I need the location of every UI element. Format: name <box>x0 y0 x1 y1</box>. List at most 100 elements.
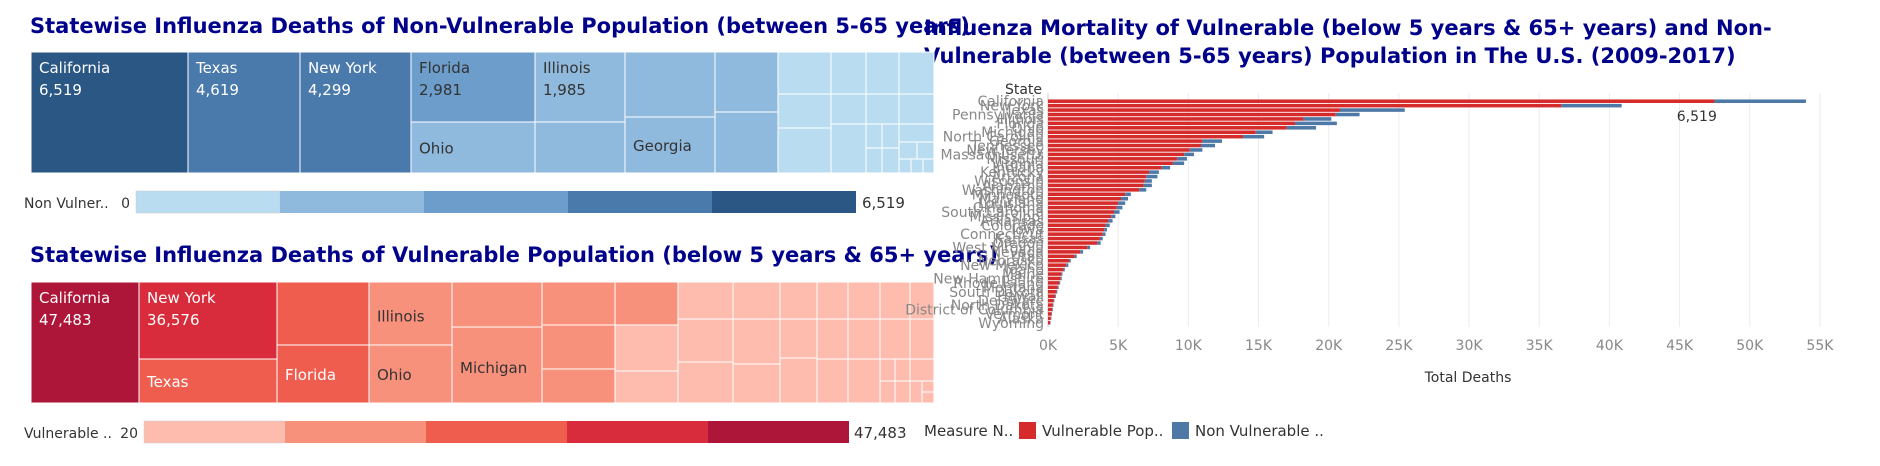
non-vulnerable-tile-rect[interactable] <box>777 127 832 174</box>
vulnerable-tile-rect[interactable] <box>847 358 881 404</box>
bar-non-vulnerable[interactable] <box>1118 201 1126 205</box>
bar-vulnerable[interactable] <box>1048 285 1058 290</box>
non-vulnerable-tile-rect[interactable] <box>299 51 412 174</box>
bar-row-tennessee[interactable]: Tennessee <box>970 139 1216 155</box>
bar-row-michigan[interactable]: Michigan <box>981 125 1273 141</box>
vulnerable-tile-rect[interactable] <box>732 363 781 404</box>
non-vulnerable-tile-rect[interactable] <box>830 123 867 174</box>
vulnerable-tile-texas[interactable]: Texas <box>138 358 278 404</box>
vulnerable-tile-rect[interactable] <box>732 281 781 320</box>
vulnerable-tile-rect[interactable] <box>732 318 781 365</box>
vulnerable-tile-rect[interactable] <box>921 391 935 404</box>
bar-row-new-york[interactable]: New York <box>980 99 1622 115</box>
vulnerable-tile-state-29[interactable] <box>847 318 881 360</box>
non-vulnerable-tile-state-11[interactable] <box>714 111 779 174</box>
vulnerable-tile-state-26[interactable] <box>816 318 849 360</box>
non-vulnerable-tile-rect[interactable] <box>910 158 924 174</box>
bar-row-utah[interactable]: Utah <box>1011 249 1077 265</box>
bar-vulnerable[interactable] <box>1048 241 1098 245</box>
bar-vulnerable[interactable] <box>1048 250 1081 254</box>
bar-non-vulnerable[interactable] <box>1146 174 1158 179</box>
vulnerable-tile-rect[interactable] <box>138 281 278 360</box>
vulnerable-tile-state-27[interactable] <box>816 358 849 404</box>
bar-non-vulnerable[interactable] <box>1097 241 1101 245</box>
non-vulnerable-tile-illinois[interactable]: Illinois 1,985 <box>534 51 626 123</box>
bar-non-vulnerable[interactable] <box>1074 254 1077 259</box>
vulnerable-tile-state-30[interactable] <box>847 358 881 404</box>
bar-non-vulnerable[interactable] <box>1104 227 1107 232</box>
vulnerable-tile-ohio[interactable]: Ohio <box>368 344 453 404</box>
vulnerable-tile-rect[interactable] <box>451 326 543 404</box>
bar-non-vulnerable[interactable] <box>1052 303 1054 307</box>
bar-non-vulnerable[interactable] <box>1286 126 1317 130</box>
bar-non-vulnerable[interactable] <box>1105 223 1110 228</box>
bar-vulnerable[interactable] <box>1048 179 1145 183</box>
non-vulnerable-tile-texas[interactable]: Texas 4,619 <box>187 51 301 174</box>
vulnerable-tile-state-4[interactable] <box>276 281 370 346</box>
bar-row-arkansas[interactable]: Arkansas <box>980 214 1113 230</box>
vulnerable-tile-state-22[interactable] <box>779 281 818 320</box>
non-vulnerable-tile-state-15[interactable] <box>830 51 867 95</box>
bar-non-vulnerable[interactable] <box>1050 316 1052 321</box>
bar-vulnerable[interactable] <box>1048 254 1075 259</box>
non-vulnerable-tile-state-17[interactable] <box>830 123 867 174</box>
non-vulnerable-tile-state-7[interactable] <box>534 121 626 174</box>
bar-non-vulnerable[interactable] <box>1061 272 1063 276</box>
bar-row-delaware[interactable]: Delaware <box>978 294 1055 310</box>
bar-non-vulnerable[interactable] <box>1714 99 1806 103</box>
bar-vulnerable[interactable] <box>1048 307 1053 312</box>
bar-vulnerable[interactable] <box>1048 112 1336 117</box>
vulnerable-tile-rect[interactable] <box>614 324 679 372</box>
bar-row-oklahoma[interactable]: Oklahoma <box>973 201 1123 217</box>
non-vulnerable-tile-california[interactable]: California 6,519 <box>30 51 189 174</box>
bar-non-vulnerable[interactable] <box>1561 103 1622 108</box>
vulnerable-tile-new-york[interactable]: New York 36,576 <box>138 281 278 360</box>
vulnerable-tile-rect[interactable] <box>541 324 616 370</box>
bar-row-colorado[interactable]: Colorado <box>981 218 1110 234</box>
vulnerable-tile-state-18[interactable] <box>677 361 734 404</box>
non-vulnerable-tile-rect[interactable] <box>30 51 189 174</box>
bar-row-georgia[interactable]: Georgia <box>989 134 1223 150</box>
non-vulnerable-tile-rect[interactable] <box>830 51 867 95</box>
non-vulnerable-tile-rect[interactable] <box>534 51 626 123</box>
bar-non-vulnerable[interactable] <box>1113 210 1120 214</box>
non-vulnerable-tile-state-24[interactable] <box>898 51 935 95</box>
non-vulnerable-tile-rect[interactable] <box>898 93 935 125</box>
non-vulnerable-tile-rect[interactable] <box>898 141 918 160</box>
non-vulnerable-tile-rect[interactable] <box>881 123 900 149</box>
bar-vulnerable[interactable] <box>1048 148 1190 152</box>
vulnerable-tile-state-42[interactable] <box>921 391 935 404</box>
bar-row-new-jersey[interactable]: New Jersey <box>966 143 1203 159</box>
vulnerable-tile-rect[interactable] <box>276 344 370 404</box>
bar-row-arizona[interactable]: Arizona <box>991 170 1158 186</box>
bar-non-vulnerable[interactable] <box>1102 232 1106 236</box>
non-vulnerable-tile-state-31[interactable] <box>922 158 935 174</box>
non-vulnerable-tile-florida[interactable]: Florida 2,981 <box>410 51 536 123</box>
vulnerable-tile-rect[interactable] <box>677 281 734 320</box>
bar-row-south-dakota[interactable]: South Dakota <box>949 285 1058 301</box>
bar-row-mississippi[interactable]: Mississippi <box>969 209 1116 225</box>
bar-vulnerable[interactable] <box>1048 267 1064 272</box>
bar-vulnerable[interactable] <box>1048 316 1051 321</box>
bar-vulnerable[interactable] <box>1048 183 1144 188</box>
non-vulnerable-tile-state-8[interactable] <box>624 51 716 118</box>
vulnerable-tile-state-20[interactable] <box>732 318 781 365</box>
vulnerable-tile-state-13[interactable] <box>614 281 679 326</box>
bar-non-vulnerable[interactable] <box>1339 108 1405 112</box>
non-vulnerable-tile-state-12[interactable] <box>777 51 832 95</box>
bar-non-vulnerable[interactable] <box>1335 112 1360 117</box>
non-vulnerable-tile-rect[interactable] <box>534 121 626 174</box>
bar-vulnerable[interactable] <box>1048 134 1244 139</box>
bar-row-alabama[interactable]: Alabama <box>982 178 1152 194</box>
vulnerable-tile-state-28[interactable] <box>847 281 881 320</box>
bar-vulnerable[interactable] <box>1048 196 1121 201</box>
bar-row-north-dakota[interactable]: North Dakota <box>951 298 1054 314</box>
vulnerable-tile-rect[interactable] <box>894 380 911 404</box>
bar-row-wyoming[interactable]: Wyoming <box>978 316 1051 332</box>
vulnerable-tile-rect[interactable] <box>779 318 818 359</box>
bar-non-vulnerable[interactable] <box>1099 236 1103 241</box>
non-vulnerable-tile-state-26[interactable] <box>898 123 935 143</box>
non-vulnerable-tile-rect[interactable] <box>898 158 912 174</box>
bar-vulnerable[interactable] <box>1048 294 1056 298</box>
non-vulnerable-tile-state-23[interactable] <box>881 147 900 174</box>
